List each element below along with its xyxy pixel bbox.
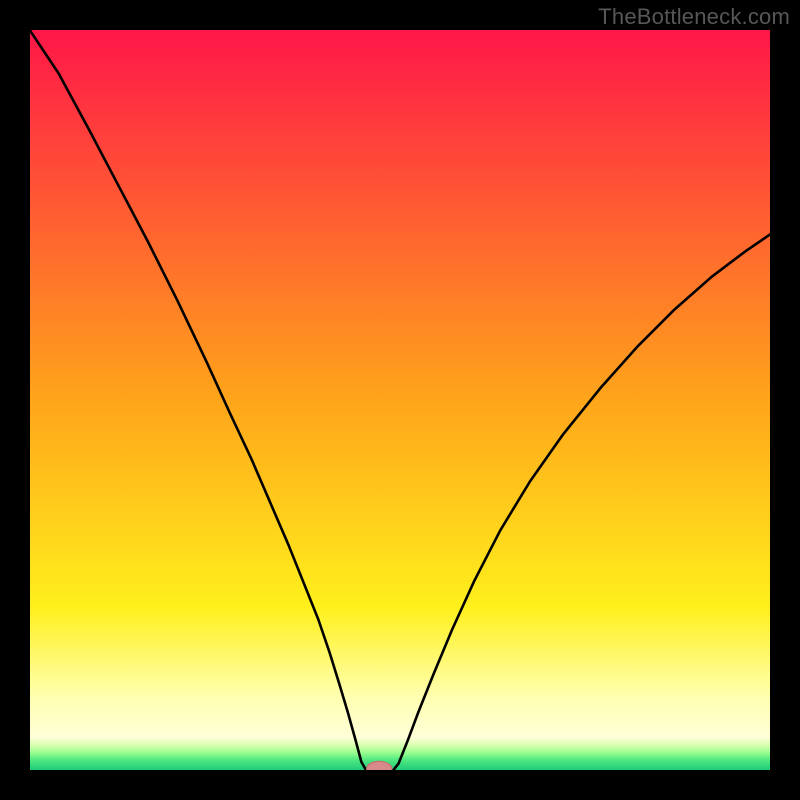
bottleneck-chart bbox=[0, 0, 800, 800]
chart-container: TheBottleneck.com bbox=[0, 0, 800, 800]
watermark-text: TheBottleneck.com bbox=[598, 4, 790, 30]
plot-background bbox=[29, 29, 771, 771]
